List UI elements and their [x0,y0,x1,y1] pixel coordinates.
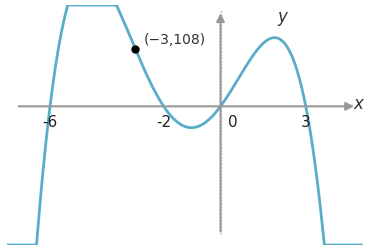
Text: (−3,108): (−3,108) [144,32,206,46]
Text: -2: -2 [156,116,171,130]
Text: 0: 0 [228,116,237,130]
Text: y: y [278,8,287,26]
Text: x: x [353,95,363,113]
Text: 3: 3 [301,116,311,130]
Text: -6: -6 [43,116,58,130]
